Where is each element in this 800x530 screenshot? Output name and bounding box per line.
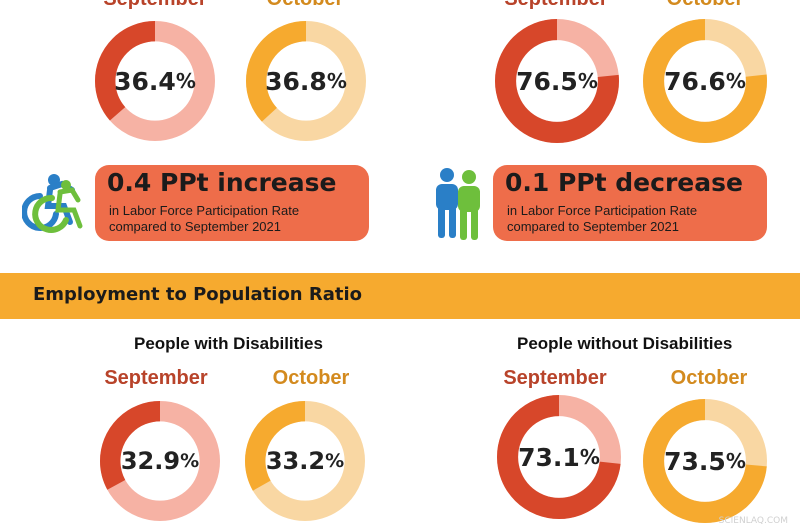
callout-pwod-headline: 0.1 PPt decrease — [505, 168, 743, 197]
callout-pwd-line2: compared to September 2021 — [109, 219, 281, 234]
donut-value-arc — [246, 21, 366, 141]
donut-epr-pwod-october: 73.5% — [643, 399, 767, 523]
donut-value-arc — [643, 399, 767, 523]
donut-epr-pwd-september: 32.9% — [100, 401, 220, 521]
callout-pwd: 0.4 PPt increase in Labor Force Particip… — [95, 165, 369, 241]
callout-pwod: 0.1 PPt decrease in Labor Force Particip… — [493, 165, 767, 241]
month-label-lfpr-pwod-october: October — [630, 0, 780, 11]
accessibility-icon — [22, 174, 83, 233]
donut-lfpr-pwd-october: 36.8% — [246, 21, 366, 141]
donut-value-label: 33.2% — [266, 447, 344, 475]
month-label-lfpr-pwd-october: October — [230, 0, 380, 11]
donut-value-label: 73.5% — [664, 447, 746, 476]
section-title: Employment to Population Ratio — [33, 284, 363, 305]
donut-value-label: 76.6% — [664, 67, 746, 96]
donut-lfpr-pwod-october: 76.6% — [643, 19, 767, 143]
month-label-epr-pwd-september: September — [104, 367, 208, 389]
donut-value-label: 73.1% — [518, 443, 600, 472]
callout-pwod-line1: in Labor Force Participation Rate — [507, 203, 698, 218]
month-label-epr-pwod-september: September — [503, 367, 607, 389]
month-label-epr-pwd-october: October — [272, 367, 350, 389]
donut-value-arc — [497, 395, 621, 519]
donut-value-arc — [95, 21, 215, 141]
group-title-pwod: People without Disabilities — [517, 334, 733, 353]
donut-value-arc — [100, 401, 220, 521]
donut-value-arc — [495, 19, 619, 143]
callout-pwod-line2: compared to September 2021 — [507, 219, 679, 234]
donut-value-label: 36.4% — [114, 67, 196, 96]
donut-epr-pwod-september: 73.1% — [497, 395, 621, 519]
donut-value-label: 32.9% — [121, 447, 199, 475]
donut-value-arc — [643, 19, 767, 143]
group-title-pwd: People with Disabilities — [134, 334, 323, 353]
section-banner: Employment to Population Ratio — [0, 273, 800, 319]
donut-epr-pwd-october: 33.2% — [245, 401, 365, 521]
donut-lfpr-pwod-september: 76.5% — [495, 19, 619, 143]
donut-lfpr-pwd-september: 36.4% — [95, 21, 215, 141]
month-label-epr-pwod-october: October — [670, 367, 748, 389]
donut-value-label: 76.5% — [516, 67, 598, 96]
month-label-lfpr-pwod-september: September — [481, 0, 631, 11]
month-label-lfpr-pwd-september: September — [80, 0, 230, 11]
donut-value-label: 36.8% — [265, 67, 347, 96]
callout-pwd-line1: in Labor Force Participation Rate — [109, 203, 300, 218]
callout-pwd-headline: 0.4 PPt increase — [107, 168, 337, 197]
donut-value-arc — [245, 401, 365, 521]
watermark: SCIENLAQ.COM — [718, 516, 788, 526]
people-icon — [436, 168, 480, 240]
